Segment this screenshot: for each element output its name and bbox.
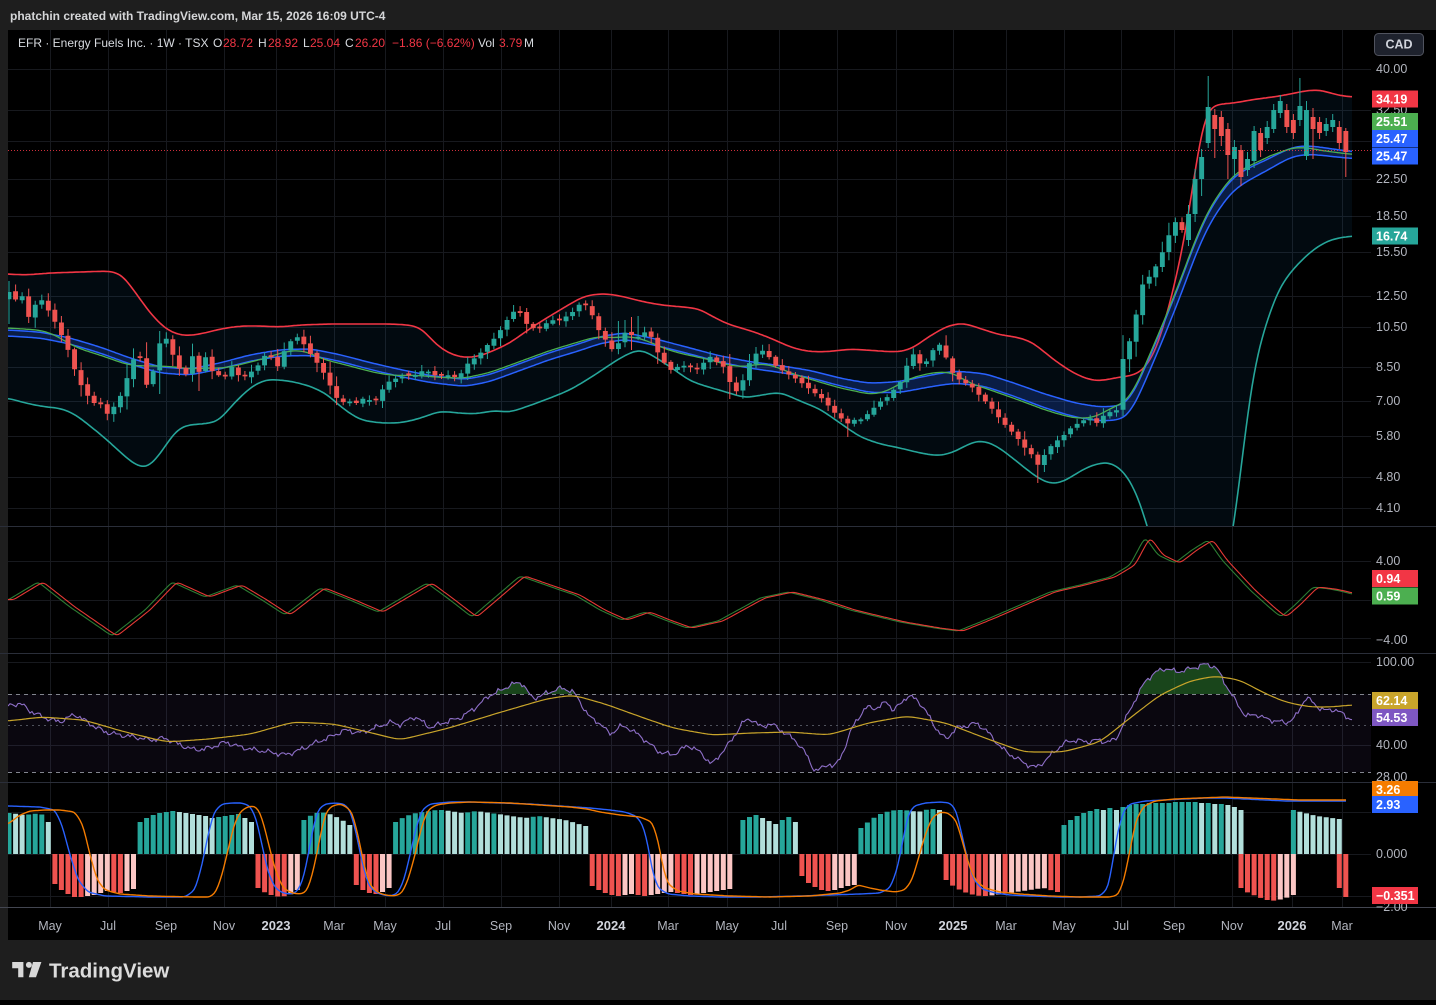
svg-text:4.00: 4.00 xyxy=(1376,554,1400,568)
svg-text:40.00: 40.00 xyxy=(1376,62,1407,76)
svg-text:3.79: 3.79 xyxy=(499,36,523,50)
svg-text:28.00: 28.00 xyxy=(1376,770,1407,784)
svg-text:TradingView: TradingView xyxy=(49,960,169,983)
svg-text:−1.86 (−6.62%): −1.86 (−6.62%) xyxy=(392,36,475,50)
svg-text:25.47: 25.47 xyxy=(1376,150,1407,164)
svg-text:O: O xyxy=(213,36,222,50)
svg-text:M: M xyxy=(524,36,534,50)
svg-text:0.94: 0.94 xyxy=(1376,572,1400,586)
svg-text:4.80: 4.80 xyxy=(1376,470,1400,484)
svg-text:Sep: Sep xyxy=(490,919,512,933)
svg-text:62.14: 62.14 xyxy=(1376,694,1407,708)
svg-text:Sep: Sep xyxy=(155,919,177,933)
svg-text:34.19: 34.19 xyxy=(1376,93,1407,107)
svg-text:−0.351: −0.351 xyxy=(1376,889,1415,903)
svg-text:Mar: Mar xyxy=(657,919,679,933)
svg-text:CAD: CAD xyxy=(1385,38,1412,52)
svg-text:2024: 2024 xyxy=(597,918,627,933)
svg-text:15.50: 15.50 xyxy=(1376,245,1407,259)
svg-text:Vol: Vol xyxy=(478,36,495,50)
svg-text:May: May xyxy=(715,919,739,933)
svg-text:25.04: 25.04 xyxy=(310,36,340,50)
svg-text:16.74: 16.74 xyxy=(1376,230,1407,244)
svg-text:phatchin created with TradingV: phatchin created with TradingView.com, M… xyxy=(10,9,386,23)
svg-text:2023: 2023 xyxy=(262,918,291,933)
svg-text:Jul: Jul xyxy=(100,919,116,933)
svg-text:18.50: 18.50 xyxy=(1376,209,1407,223)
svg-text:Jul: Jul xyxy=(1113,919,1129,933)
svg-text:C: C xyxy=(345,36,354,50)
svg-text:Nov: Nov xyxy=(548,919,571,933)
svg-text:Sep: Sep xyxy=(1163,919,1185,933)
svg-text:2026: 2026 xyxy=(1278,918,1307,933)
svg-text:10.50: 10.50 xyxy=(1376,320,1407,334)
svg-text:H: H xyxy=(258,36,267,50)
svg-text:7.00: 7.00 xyxy=(1376,394,1400,408)
svg-text:100.00: 100.00 xyxy=(1376,655,1414,669)
svg-text:Mar: Mar xyxy=(323,919,345,933)
svg-text:22.50: 22.50 xyxy=(1376,172,1407,186)
svg-text:Mar: Mar xyxy=(1331,919,1353,933)
svg-text:3.26: 3.26 xyxy=(1376,783,1400,797)
svg-text:25.51: 25.51 xyxy=(1376,115,1407,129)
svg-text:L: L xyxy=(303,36,310,50)
svg-text:Mar: Mar xyxy=(995,919,1017,933)
svg-text:May: May xyxy=(38,919,62,933)
svg-text:12.50: 12.50 xyxy=(1376,289,1407,303)
svg-text:40.00: 40.00 xyxy=(1376,738,1407,752)
svg-text:2.93: 2.93 xyxy=(1376,798,1400,812)
svg-text:Nov: Nov xyxy=(213,919,236,933)
svg-text:5.80: 5.80 xyxy=(1376,429,1400,443)
svg-text:26.20: 26.20 xyxy=(355,36,385,50)
svg-text:−4.00: −4.00 xyxy=(1376,633,1408,647)
svg-text:Jul: Jul xyxy=(771,919,787,933)
svg-text:8.50: 8.50 xyxy=(1376,360,1400,374)
svg-text:Nov: Nov xyxy=(1221,919,1244,933)
svg-text:2025: 2025 xyxy=(939,918,968,933)
svg-text:Nov: Nov xyxy=(885,919,908,933)
svg-text:54.53: 54.53 xyxy=(1376,711,1407,725)
svg-text:28.72: 28.72 xyxy=(223,36,253,50)
svg-text:Sep: Sep xyxy=(826,919,848,933)
svg-text:4.10: 4.10 xyxy=(1376,501,1400,515)
svg-text:EFR · Energy Fuels Inc. · 1W ·: EFR · Energy Fuels Inc. · 1W · TSX xyxy=(18,36,209,50)
svg-text:May: May xyxy=(1052,919,1076,933)
svg-text:0.000: 0.000 xyxy=(1376,847,1407,861)
svg-text:May: May xyxy=(373,919,397,933)
svg-text:0.59: 0.59 xyxy=(1376,590,1400,604)
svg-text:28.92: 28.92 xyxy=(268,36,298,50)
svg-text:25.47: 25.47 xyxy=(1376,132,1407,146)
svg-text:Jul: Jul xyxy=(435,919,451,933)
